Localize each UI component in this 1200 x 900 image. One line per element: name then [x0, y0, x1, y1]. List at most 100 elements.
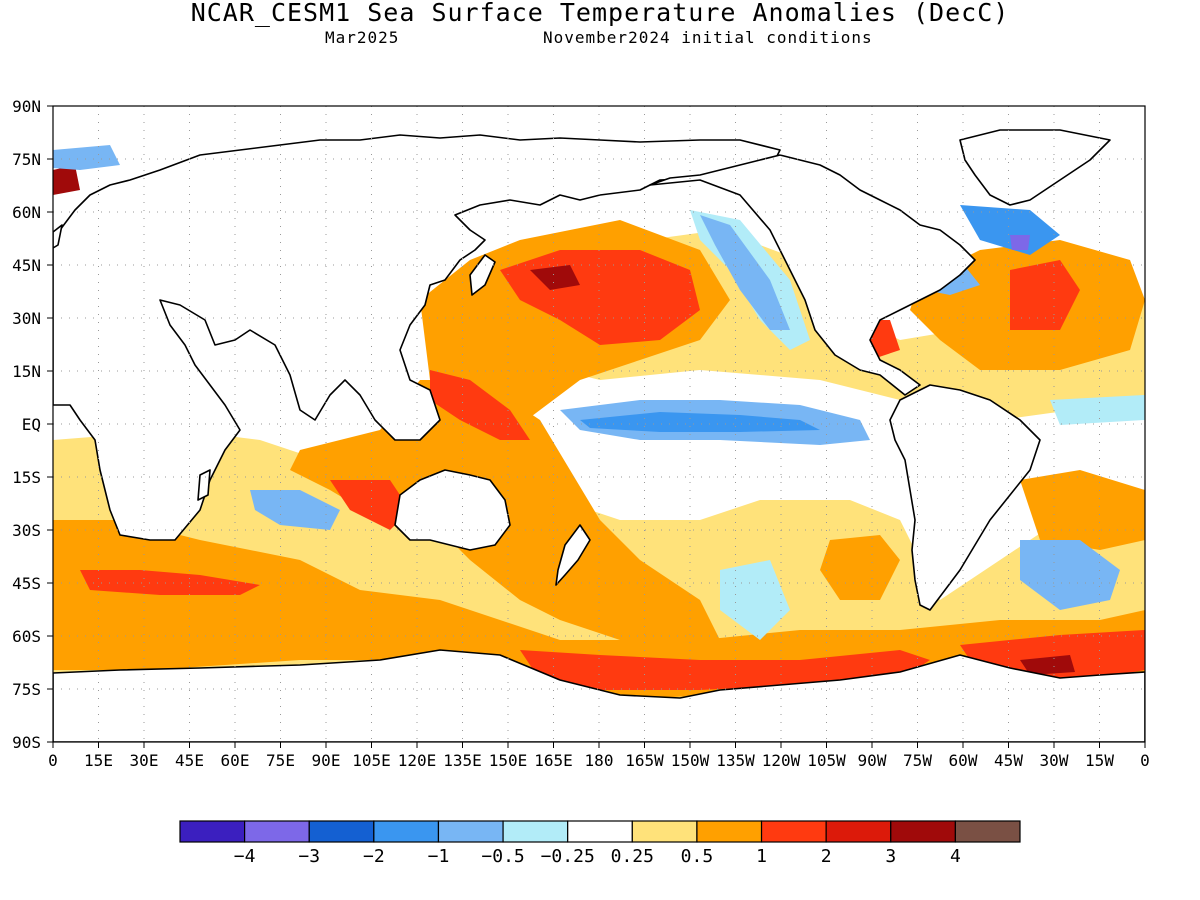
lon-tick-label: 15E: [84, 751, 113, 770]
colorbar-swatch: [890, 820, 956, 843]
anomaly-region-warm: [1020, 470, 1145, 550]
lat-tick-label: 90N: [12, 97, 41, 116]
anomaly-region-very-hot: [53, 165, 80, 195]
lat-tick-label: 60N: [12, 203, 41, 222]
lon-tick-label: 0: [1140, 751, 1150, 770]
colorbar-swatch: [631, 820, 698, 843]
anomaly-region-hot: [330, 480, 410, 530]
colorbar-label: 3: [885, 846, 896, 867]
lat-tick-label: 45N: [12, 256, 41, 275]
colorbar-swatch: [825, 820, 892, 843]
lat-tick-label: 60S: [12, 627, 41, 646]
chart-title: NCAR_CESM1 Sea Surface Temperature Anoma…: [190, 0, 1010, 27]
colorbar-swatch: [502, 820, 569, 843]
lon-tick-label: 45W: [994, 751, 1023, 770]
lon-tick-label: 75E: [266, 751, 295, 770]
lat-tick-label: 90S: [12, 733, 41, 752]
lat-tick-label: 15N: [12, 362, 41, 381]
colorbar-label: 1: [756, 846, 767, 867]
lon-tick-label: 30E: [130, 751, 159, 770]
lon-tick-label: 0: [48, 751, 58, 770]
anomaly-region-cool: [250, 490, 340, 530]
lon-tick-label: 120E: [398, 751, 437, 770]
colorbar-swatch: [954, 820, 1021, 843]
anomaly-region-hot: [520, 650, 930, 690]
anomaly-region-very-cold: [1010, 235, 1030, 250]
landmass-japan: [469, 254, 496, 296]
lat-tick-label: 45S: [12, 574, 41, 593]
colorbar-swatch: [373, 820, 440, 843]
lon-tick-label: 180: [585, 751, 614, 770]
anomaly-region-cool: [1020, 540, 1120, 610]
landmass-madagascar: [197, 469, 211, 501]
lat-tick-label: 75N: [12, 150, 41, 169]
lon-tick-label: 75W: [903, 751, 932, 770]
map-plot-area: [53, 129, 1145, 742]
anomaly-region-hot: [80, 570, 260, 595]
lon-tick-label: 90W: [858, 751, 887, 770]
colorbar-label: 0.25: [611, 846, 654, 867]
anomaly-region-cold: [960, 205, 1060, 255]
anomaly-region-slight-cool: [1050, 395, 1145, 425]
anomaly-region-cool: [700, 215, 790, 330]
colorbar-label: −3: [298, 846, 320, 867]
lon-tick-label: 105W: [807, 751, 846, 770]
init-conditions-label: November2024 initial conditions: [543, 28, 873, 47]
colorbar-label: −0.5: [481, 846, 524, 867]
landmass-british-isles: [53, 224, 63, 249]
continents: [53, 129, 1145, 742]
anomaly-region-cold: [580, 412, 820, 432]
lat-tick-label: 75S: [12, 680, 41, 699]
lon-tick-label: 45E: [175, 751, 204, 770]
anomaly-region-cool: [53, 145, 120, 170]
lon-tick-label: 165E: [534, 751, 573, 770]
lon-tick-label: 90E: [312, 751, 341, 770]
anomaly-region-very-hot: [530, 265, 580, 290]
lon-tick-label: 150W: [671, 751, 710, 770]
colorbar-swatch: [244, 820, 310, 843]
colorbar-label: 2: [821, 846, 832, 867]
landmass-eurasia-africa: [53, 134, 781, 541]
colorbar-label: 4: [950, 846, 961, 867]
colorbar-label: −4: [234, 846, 256, 867]
colorbar-label: −0.25: [541, 846, 595, 867]
colorbar-label: 0.5: [681, 846, 714, 867]
landmass-australia: [394, 469, 511, 551]
lon-tick-label: 60W: [949, 751, 978, 770]
longitude-axis: 0 15E 30E 45E 60E 75E 90E 105E 120E 135E 150E 165E 1…: [48, 742, 1150, 770]
lon-tick-label: 165W: [625, 751, 664, 770]
lon-tick-label: 30W: [1040, 751, 1069, 770]
latitude-axis: 90N 75N 60N 45N 30N 15N EQ 15S 30S 45S 60S 75S 90S: [12, 97, 53, 752]
anomaly-region-hot: [1010, 260, 1080, 330]
valid-month-label: Mar2025: [325, 28, 400, 47]
landmass-south-america: [889, 384, 1041, 611]
anomaly-region-warm: [820, 535, 900, 600]
colorbar: −4 −3 −2 −1 −0.5 −0.25 0.25 0.5 1 2 3 4: [179, 820, 1021, 867]
lon-tick-label: 105E: [352, 751, 391, 770]
lat-tick-label: 30N: [12, 309, 41, 328]
lon-tick-label: 60E: [221, 751, 250, 770]
landmass-new-zealand: [555, 524, 591, 586]
lat-tick-label: 15S: [12, 468, 41, 487]
colorbar-swatch: [437, 820, 504, 843]
lon-tick-label: 135E: [443, 751, 482, 770]
colorbar-label: −2: [363, 846, 385, 867]
lon-tick-label: 135W: [716, 751, 755, 770]
landmass-antarctica: [53, 649, 1145, 742]
landmass-north-america: [649, 154, 976, 396]
colorbar-label: −1: [428, 846, 450, 867]
colorbar-swatch: [696, 820, 763, 843]
colorbar-swatch: [760, 820, 827, 843]
lat-tick-label: EQ: [22, 415, 41, 434]
lon-tick-label: 120W: [762, 751, 801, 770]
anomaly-region-hot: [430, 370, 530, 440]
lat-tick-label: 30S: [12, 521, 41, 540]
lon-tick-label: 150E: [489, 751, 528, 770]
colorbar-swatch: [308, 820, 375, 843]
colorbar-swatch: [567, 820, 633, 843]
lon-tick-label: 15W: [1085, 751, 1114, 770]
anomaly-region-slight-cool: [720, 560, 790, 640]
landmass-greenland: [959, 129, 1111, 206]
colorbar-swatch: [179, 820, 246, 843]
